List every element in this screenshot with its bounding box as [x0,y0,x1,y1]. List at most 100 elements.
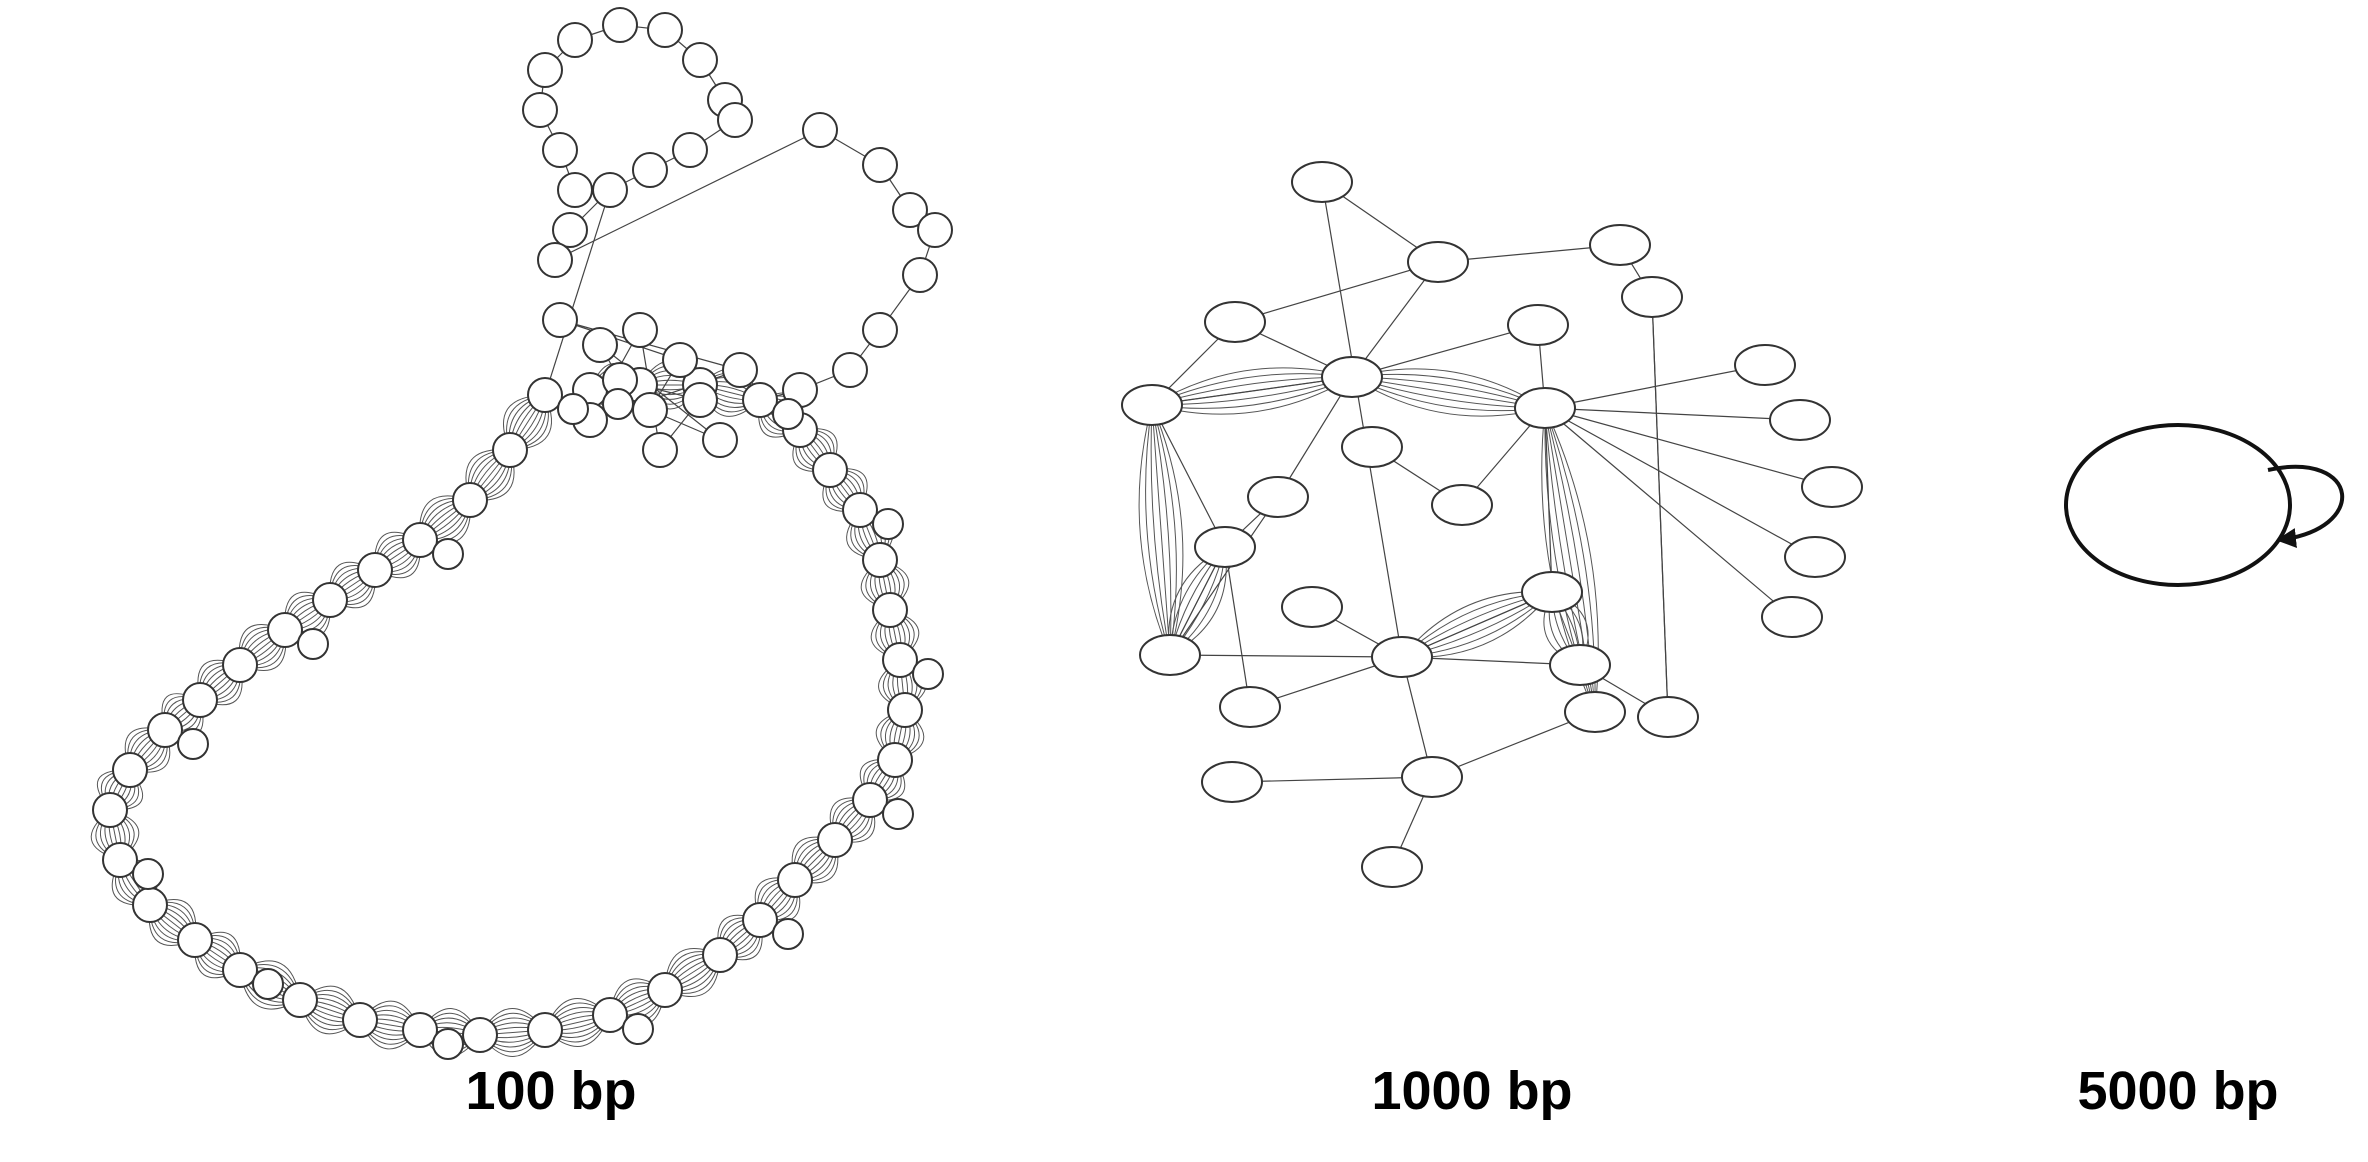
graph-node [432,538,464,570]
graph-node [2064,423,2292,587]
graph-1000bp [1121,161,1863,888]
graph-node [492,432,528,468]
graph-node [622,312,658,348]
graph-node [1431,484,1493,526]
graph-node [452,482,488,518]
graph-node [1321,356,1383,398]
graph-edge [1169,653,1403,661]
graph-node [872,508,904,540]
graph-node [1801,466,1863,508]
graph-edge [559,319,741,371]
panel-label-1000bp: 1000 bp [1371,1061,1573,1121]
graph-node [1401,756,1463,798]
graph-edge [1544,407,1816,558]
graph-node [662,342,698,378]
graph-node [1769,399,1831,441]
graph-edge [1541,407,1553,593]
graph-edge [1277,376,1353,498]
graph-node [702,937,738,973]
graph-edge-bundle [1151,404,1173,656]
graph-node [132,858,164,890]
graph-node [917,212,953,248]
graph-node [222,647,258,683]
graph-node [462,1017,498,1053]
graph-node [882,798,914,830]
graph-node [1121,384,1183,426]
graph-node [1407,241,1469,283]
graph-node [402,522,438,558]
graph-edge-bundle [1151,404,1174,656]
panel-label-100bp: 100 bp [465,1061,637,1121]
graph-node [902,257,938,293]
graph-edge [1151,376,1353,408]
graph-node [282,982,318,1018]
graph-edge [1651,296,1672,718]
graph-node [312,582,348,618]
graph-node [642,432,678,468]
graph-100bp [90,7,953,1060]
graph-node [552,212,588,248]
graph-node [1734,344,1796,386]
graph-node [342,1002,378,1038]
graph-edge [1351,323,1539,378]
graph-node [1361,846,1423,888]
graph-node [357,552,393,588]
graph-node [852,782,888,818]
graph-node [1621,276,1683,318]
graph-node [682,382,718,418]
graph-node [132,887,168,923]
graph-node [632,392,668,428]
graph-node [557,393,589,425]
graph-node [557,172,593,208]
graph-edge [599,344,721,441]
graph-edge-bundle [1145,404,1172,656]
graph-edge [1351,261,1439,378]
graph-node [1549,644,1611,686]
graph-edge [1544,407,1801,424]
graph-edge [1431,711,1596,778]
graph-edge [1544,407,1793,618]
graph-node [557,22,593,58]
graph-node [1281,586,1343,628]
graph-node [582,327,618,363]
graph-node [842,492,878,528]
graph-node [817,822,853,858]
graph-node [432,1028,464,1060]
graph-node [862,312,898,348]
graph-node [682,42,718,78]
graph-edge [1169,496,1279,656]
graph-node [647,12,683,48]
graph-node [722,352,758,388]
graph-node [717,102,753,138]
graph-node [1247,476,1309,518]
graph-node [1761,596,1823,638]
graph-node [592,172,628,208]
graph-node [527,1012,563,1048]
graph-node [832,352,868,388]
graph-edge-bundle [1151,404,1177,656]
graph-node [1521,571,1583,613]
graph-node [222,952,258,988]
graph-edge [1234,261,1439,324]
graph-node [602,388,634,420]
graph-node [92,792,128,828]
graph-edge [544,189,611,396]
graph-edge [1544,407,1833,489]
graph-node [872,592,908,628]
graph-node [1219,686,1281,728]
graph-node [802,112,838,148]
graph-node [882,642,918,678]
graph-node [1637,696,1699,738]
graph-node [1564,691,1626,733]
graph-node [622,1013,654,1045]
graph-node [772,398,804,430]
graph-edge [559,319,681,361]
graph-node [147,712,183,748]
graph-node [1371,636,1433,678]
graph-node [1784,536,1846,578]
graph-node [102,842,138,878]
graph-node [862,147,898,183]
graph-node [1589,224,1651,266]
graph-node [777,862,813,898]
